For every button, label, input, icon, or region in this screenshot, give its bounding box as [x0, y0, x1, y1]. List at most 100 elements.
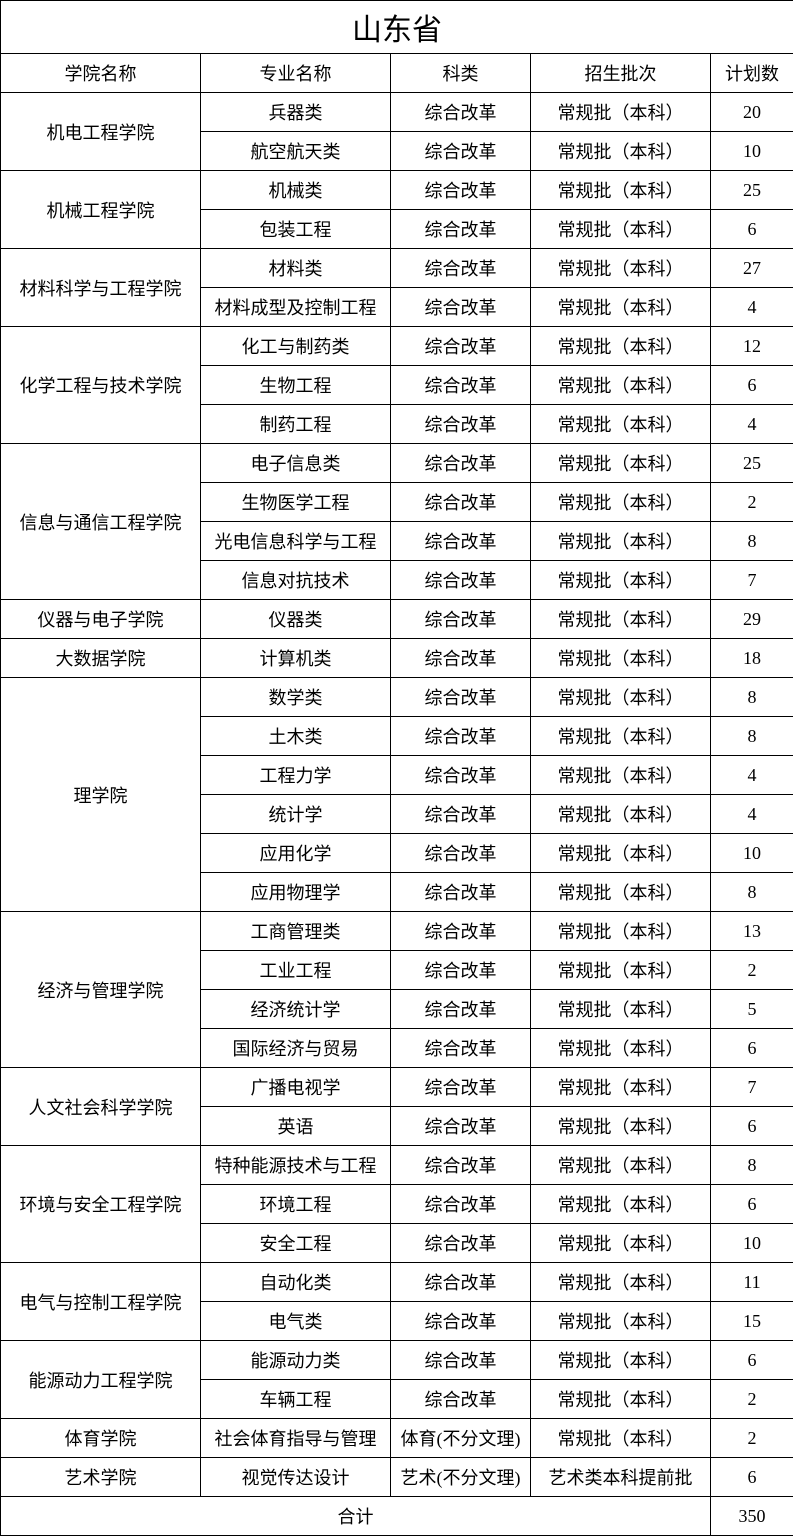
major-cell: 自动化类: [201, 1263, 391, 1302]
batch-cell: 常规批（本科）: [531, 249, 711, 288]
major-cell: 电气类: [201, 1302, 391, 1341]
category-cell: 综合改革: [391, 405, 531, 444]
header-count: 计划数: [711, 54, 793, 93]
major-cell: 包装工程: [201, 210, 391, 249]
major-cell: 特种能源技术与工程: [201, 1146, 391, 1185]
count-cell: 4: [711, 795, 793, 834]
major-cell: 仪器类: [201, 600, 391, 639]
count-cell: 4: [711, 756, 793, 795]
category-cell: 综合改革: [391, 639, 531, 678]
count-cell: 6: [711, 1029, 793, 1068]
count-cell: 6: [711, 1458, 793, 1497]
batch-cell: 常规批（本科）: [531, 990, 711, 1029]
major-cell: 能源动力类: [201, 1341, 391, 1380]
category-cell: 综合改革: [391, 912, 531, 951]
title-row: 山东省: [1, 1, 793, 54]
total-row: 合计350: [1, 1497, 793, 1536]
count-cell: 27: [711, 249, 793, 288]
count-cell: 10: [711, 132, 793, 171]
table-row: 理学院数学类综合改革常规批（本科）8: [1, 678, 793, 717]
count-cell: 8: [711, 678, 793, 717]
college-name-cell: 艺术学院: [1, 1458, 201, 1497]
college-name-cell: 机械工程学院: [1, 171, 201, 249]
category-cell: 综合改革: [391, 1302, 531, 1341]
count-cell: 6: [711, 210, 793, 249]
category-cell: 综合改革: [391, 1263, 531, 1302]
major-cell: 航空航天类: [201, 132, 391, 171]
batch-cell: 常规批（本科）: [531, 171, 711, 210]
count-cell: 25: [711, 171, 793, 210]
batch-cell: 常规批（本科）: [531, 1146, 711, 1185]
major-cell: 社会体育指导与管理: [201, 1419, 391, 1458]
count-cell: 6: [711, 1107, 793, 1146]
major-cell: 材料成型及控制工程: [201, 288, 391, 327]
count-cell: 6: [711, 1185, 793, 1224]
major-cell: 材料类: [201, 249, 391, 288]
table-row: 仪器与电子学院仪器类综合改革常规批（本科）29: [1, 600, 793, 639]
college-name-cell: 大数据学院: [1, 639, 201, 678]
batch-cell: 常规批（本科）: [531, 1107, 711, 1146]
batch-cell: 常规批（本科）: [531, 1185, 711, 1224]
category-cell: 综合改革: [391, 795, 531, 834]
category-cell: 综合改革: [391, 678, 531, 717]
batch-cell: 常规批（本科）: [531, 951, 711, 990]
college-name-cell: 仪器与电子学院: [1, 600, 201, 639]
category-cell: 综合改革: [391, 756, 531, 795]
category-cell: 综合改革: [391, 834, 531, 873]
batch-cell: 常规批（本科）: [531, 561, 711, 600]
count-cell: 10: [711, 1224, 793, 1263]
major-cell: 信息对抗技术: [201, 561, 391, 600]
batch-cell: 常规批（本科）: [531, 1380, 711, 1419]
header-category: 科类: [391, 54, 531, 93]
college-name-cell: 机电工程学院: [1, 93, 201, 171]
count-cell: 8: [711, 522, 793, 561]
category-cell: 综合改革: [391, 1068, 531, 1107]
category-cell: 综合改革: [391, 1029, 531, 1068]
major-cell: 环境工程: [201, 1185, 391, 1224]
header-major: 专业名称: [201, 54, 391, 93]
category-cell: 综合改革: [391, 93, 531, 132]
college-name-cell: 化学工程与技术学院: [1, 327, 201, 444]
total-label-cell: 合计: [1, 1497, 711, 1536]
count-cell: 29: [711, 600, 793, 639]
count-cell: 25: [711, 444, 793, 483]
table-row: 电气与控制工程学院自动化类综合改革常规批（本科）11: [1, 1263, 793, 1302]
batch-cell: 常规批（本科）: [531, 834, 711, 873]
major-cell: 土木类: [201, 717, 391, 756]
table-row: 体育学院社会体育指导与管理体育(不分文理)常规批（本科）2: [1, 1419, 793, 1458]
batch-cell: 常规批（本科）: [531, 912, 711, 951]
batch-cell: 常规批（本科）: [531, 483, 711, 522]
total-value-cell: 350: [711, 1497, 793, 1536]
count-cell: 8: [711, 1146, 793, 1185]
category-cell: 综合改革: [391, 327, 531, 366]
college-name-cell: 电气与控制工程学院: [1, 1263, 201, 1341]
table-row: 艺术学院视觉传达设计艺术(不分文理)艺术类本科提前批6: [1, 1458, 793, 1497]
major-cell: 应用物理学: [201, 873, 391, 912]
enrollment-table: 山东省 学院名称 专业名称 科类 招生批次 计划数 机电工程学院兵器类综合改革常…: [0, 0, 793, 1536]
major-cell: 英语: [201, 1107, 391, 1146]
count-cell: 12: [711, 327, 793, 366]
count-cell: 7: [711, 561, 793, 600]
college-name-cell: 信息与通信工程学院: [1, 444, 201, 600]
count-cell: 13: [711, 912, 793, 951]
table-row: 人文社会科学学院广播电视学综合改革常规批（本科）7: [1, 1068, 793, 1107]
batch-cell: 常规批（本科）: [531, 1341, 711, 1380]
category-cell: 综合改革: [391, 951, 531, 990]
category-cell: 综合改革: [391, 483, 531, 522]
batch-cell: 常规批（本科）: [531, 288, 711, 327]
table-row: 机械工程学院机械类综合改革常规批（本科）25: [1, 171, 793, 210]
batch-cell: 常规批（本科）: [531, 795, 711, 834]
batch-cell: 常规批（本科）: [531, 1068, 711, 1107]
major-cell: 生物工程: [201, 366, 391, 405]
college-name-cell: 环境与安全工程学院: [1, 1146, 201, 1263]
major-cell: 应用化学: [201, 834, 391, 873]
major-cell: 广播电视学: [201, 1068, 391, 1107]
category-cell: 综合改革: [391, 366, 531, 405]
count-cell: 18: [711, 639, 793, 678]
major-cell: 工业工程: [201, 951, 391, 990]
count-cell: 20: [711, 93, 793, 132]
category-cell: 综合改革: [391, 249, 531, 288]
category-cell: 综合改革: [391, 990, 531, 1029]
count-cell: 2: [711, 1380, 793, 1419]
category-cell: 综合改革: [391, 1185, 531, 1224]
